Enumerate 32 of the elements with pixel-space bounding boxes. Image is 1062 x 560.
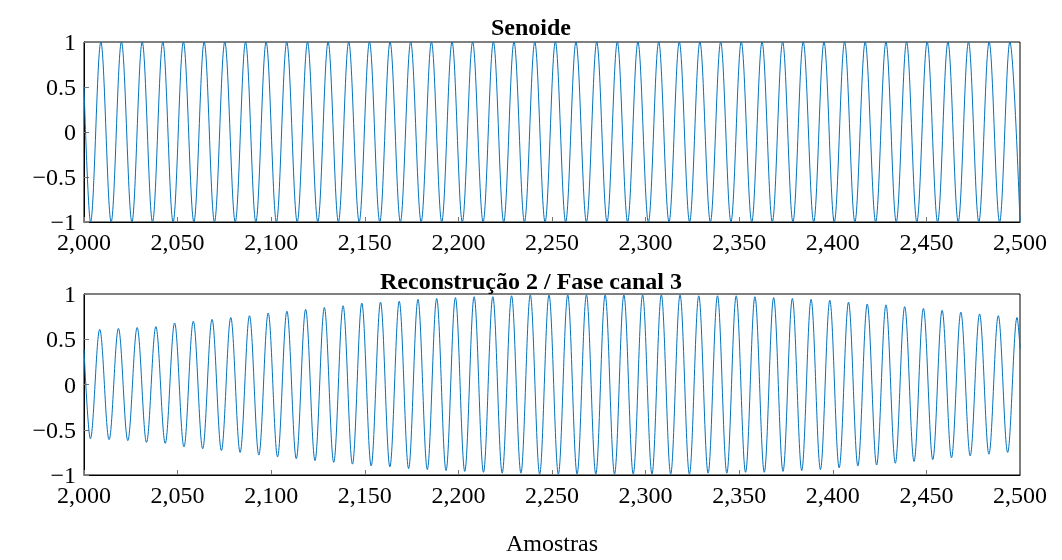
x-tick-label: 2,050 — [150, 229, 205, 255]
x-axis-title: Amostras — [506, 530, 598, 556]
y-tick-label: 1 — [64, 29, 76, 55]
x-tick-label: 2,100 — [244, 482, 299, 508]
y-tick-label: 0 — [64, 119, 76, 145]
x-tick-label: 2,250 — [525, 229, 579, 255]
chart-title: Reconstrução 2 / Fase canal 3 — [380, 268, 682, 294]
x-tick-label: 2,350 — [712, 482, 767, 508]
x-tick-label: 2,400 — [805, 229, 860, 255]
x-tick-label: 2,300 — [618, 229, 673, 255]
chart-title: Senoide — [490, 14, 572, 40]
x-tick-label: 2,300 — [618, 482, 673, 508]
y-tick-label: 0.5 — [46, 74, 76, 100]
x-tick-label: 2,500 — [993, 229, 1047, 255]
y-tick-label: −0.5 — [32, 416, 76, 443]
x-tick-label: 2,050 — [150, 482, 205, 508]
x-tick-label: 2,250 — [525, 482, 579, 508]
x-tick-label: 2,100 — [244, 229, 299, 255]
x-tick-label: 2,350 — [712, 229, 767, 255]
x-tick-label: 2,450 — [899, 482, 954, 508]
y-tick-label: −0.5 — [32, 164, 76, 190]
x-tick-label: 2,500 — [993, 482, 1047, 508]
x-tick-label: 2,150 — [337, 229, 392, 255]
x-tick-label: 2,450 — [899, 229, 954, 255]
x-tick-label: 2,150 — [337, 482, 392, 508]
x-tick-label: 2,400 — [805, 482, 860, 508]
y-tick-label: 0 — [64, 371, 76, 398]
y-tick-label: 0.5 — [46, 326, 76, 353]
line-series — [83, 294, 1021, 475]
y-tick-label: 1 — [64, 281, 76, 307]
x-tick-label: 2,200 — [431, 482, 486, 508]
x-tick-label: 2,200 — [431, 229, 486, 255]
